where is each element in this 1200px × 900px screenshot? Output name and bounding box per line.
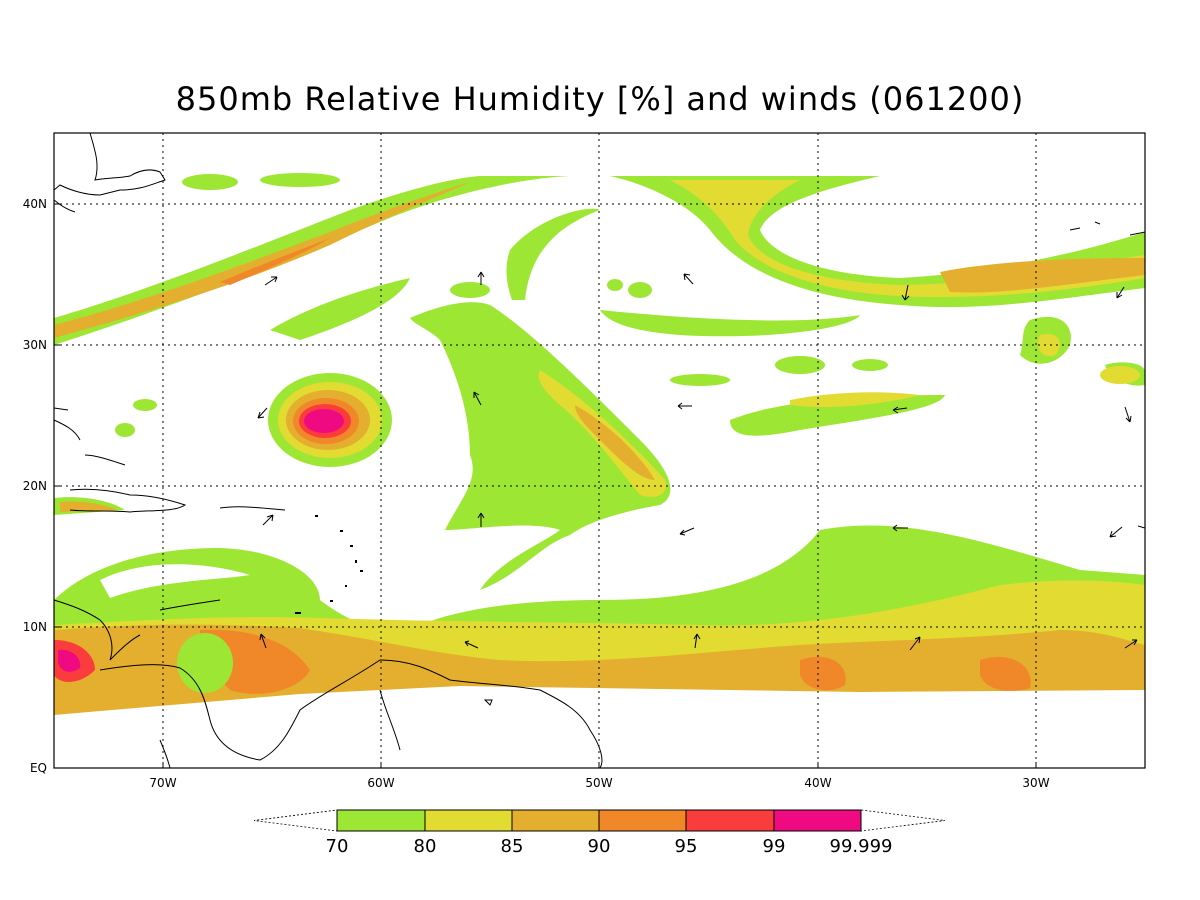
axis-ticks (54, 203, 1037, 768)
lon-label-50w: 50W (585, 776, 612, 790)
colorbar-segment-99-99999 (773, 809, 862, 832)
colorbar-label-99999: 99.999 (830, 836, 893, 857)
colorbar-segment-95-99 (685, 809, 775, 832)
lat-label-40n: 40N (23, 197, 47, 211)
colorbar-segment-90-95 (598, 809, 687, 832)
lat-label-30n: 30N (23, 338, 47, 352)
colorbar-label-80: 80 (414, 836, 437, 857)
colorbar-segment-80-85 (424, 809, 513, 832)
caribbean-islands (295, 515, 363, 614)
rh-wedge-central (410, 302, 671, 590)
rh-band-north-jet-max (220, 238, 330, 285)
wind-vectors (53, 271, 1146, 651)
coastlines (53, 132, 1146, 769)
lon-label-70w: 70W (149, 776, 176, 790)
rh-ribbon-central (506, 208, 600, 300)
colorbar-label-70: 70 (326, 836, 349, 857)
colorbar-label-95: 95 (675, 836, 698, 857)
rh-band-north-jet-core (54, 182, 470, 338)
colorbar-segment-70-80 (336, 809, 426, 832)
lon-label-60w: 60W (367, 776, 394, 790)
colorbar-label-99: 99 (763, 836, 786, 857)
map-title: 850mb Relative Humidity [%] and winds (0… (175, 80, 1025, 118)
colorbar-right-extension (860, 809, 946, 832)
colorbar-label-85: 85 (501, 836, 524, 857)
lon-label-30w: 30W (1022, 776, 1049, 790)
graticule (54, 133, 1145, 768)
humidity-shading (54, 173, 1145, 768)
lat-label-10n: 10N (23, 620, 47, 634)
lon-label-40w: 40W (804, 776, 831, 790)
lat-label-20n: 20N (23, 479, 47, 493)
colorbar-label-90: 90 (588, 836, 611, 857)
colorbar: 70 80 85 90 95 99 99.999 (253, 809, 946, 857)
colorbar-segment-85-90 (511, 809, 600, 832)
rh-cyclone-core (304, 409, 344, 433)
lat-label-eq: EQ (30, 761, 47, 775)
colorbar-left-extension (253, 809, 338, 832)
